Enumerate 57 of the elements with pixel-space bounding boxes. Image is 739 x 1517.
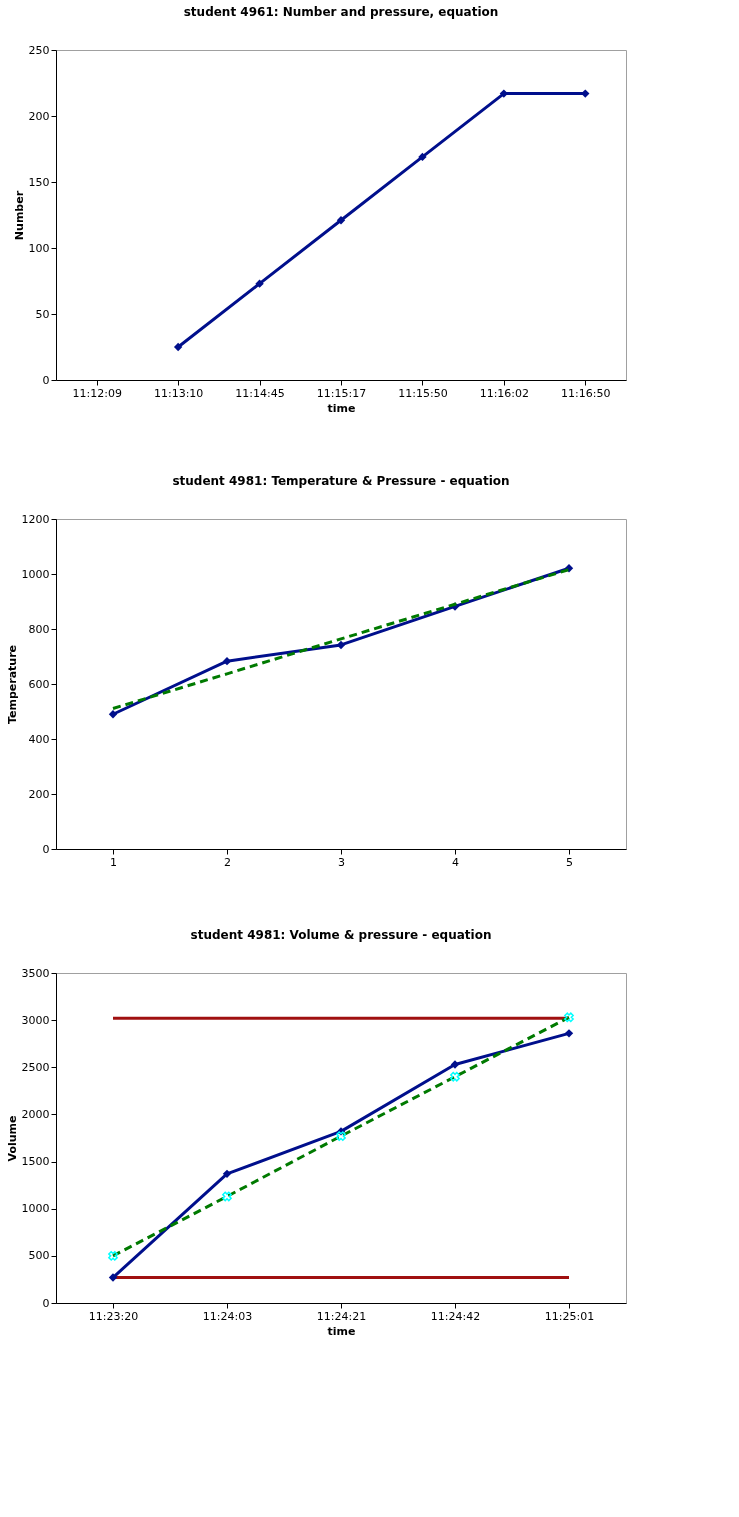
- x-tick-label: 11:15:50: [398, 386, 448, 400]
- chart-title: student 4981: Volume & pressure - equation: [190, 928, 492, 942]
- y-tick-label: 1000: [21, 1202, 50, 1216]
- y-axis-title: Volume: [5, 1115, 19, 1162]
- point: [222, 656, 232, 666]
- y-tick-label: 1000: [21, 567, 50, 581]
- y-axis-title: Number: [12, 190, 26, 241]
- x-tick-label: 4: [452, 855, 459, 869]
- point: [581, 89, 590, 98]
- point: [222, 1169, 232, 1179]
- y-tick-label: 800: [28, 622, 50, 636]
- y-tick-label: 3500: [21, 966, 50, 980]
- x-tick-label: 11:14:45: [235, 386, 285, 400]
- x-tick-label: 11:24:21: [316, 1309, 367, 1323]
- x-tick-label: 3: [338, 855, 345, 869]
- y-tick-label: 200: [28, 787, 50, 801]
- x-tick-label: 2: [224, 855, 231, 869]
- y-tick-label: 1200: [21, 512, 50, 526]
- x-axis-title: time: [327, 1324, 356, 1338]
- point: [336, 216, 346, 225]
- y-tick-label: 0: [42, 373, 50, 387]
- chart-title: student 4961: Number and pressure, equation: [183, 5, 499, 19]
- point: [255, 279, 264, 288]
- y-tick-label: 50: [35, 307, 50, 321]
- x-tick-label: 11:23:20: [88, 1309, 139, 1323]
- y-tick-label: 100: [28, 241, 50, 255]
- y-tick-label: 2500: [21, 1060, 50, 1074]
- y-tick-label: 500: [28, 1249, 50, 1263]
- x-tick-label: 11:24:03: [202, 1309, 253, 1323]
- point: [173, 342, 183, 352]
- x-tick-label: 11:25:01: [544, 1309, 595, 1323]
- x-tick-label: 11:16:50: [561, 386, 611, 400]
- x-tick-label: 11:13:10: [153, 386, 204, 400]
- y-tick-label: 0: [42, 842, 50, 856]
- x-tick-label: 11:15:17: [316, 386, 367, 400]
- x-tick-label: 1: [110, 855, 117, 869]
- y-tick-label: 200: [28, 109, 50, 123]
- y-tick-label: 3000: [21, 1013, 50, 1027]
- point: [108, 710, 118, 719]
- point: [418, 152, 427, 162]
- y-tick-label: 150: [28, 175, 50, 189]
- y-tick-label: 0: [42, 1296, 50, 1310]
- y-axis-title: Temperature: [5, 644, 19, 725]
- x-tick-label: 5: [566, 855, 573, 869]
- x-tick-label: 11:16:02: [479, 386, 530, 400]
- point: [564, 1029, 574, 1038]
- y-tick-label: 250: [28, 43, 50, 57]
- y-tick-label: 600: [28, 677, 50, 691]
- point: [108, 1273, 118, 1282]
- chart-title: student 4981: Temperature & Pressure - equation: [172, 474, 510, 488]
- y-tick-label: 2000: [21, 1107, 50, 1121]
- y-tick-label: 1500: [21, 1155, 50, 1169]
- point: [450, 1060, 460, 1069]
- x-tick-label: 11:24:42: [430, 1309, 481, 1323]
- x-tick-label: 11:12:09: [72, 386, 122, 400]
- y-tick-label: 400: [28, 732, 50, 746]
- x-axis-title: time: [327, 401, 356, 415]
